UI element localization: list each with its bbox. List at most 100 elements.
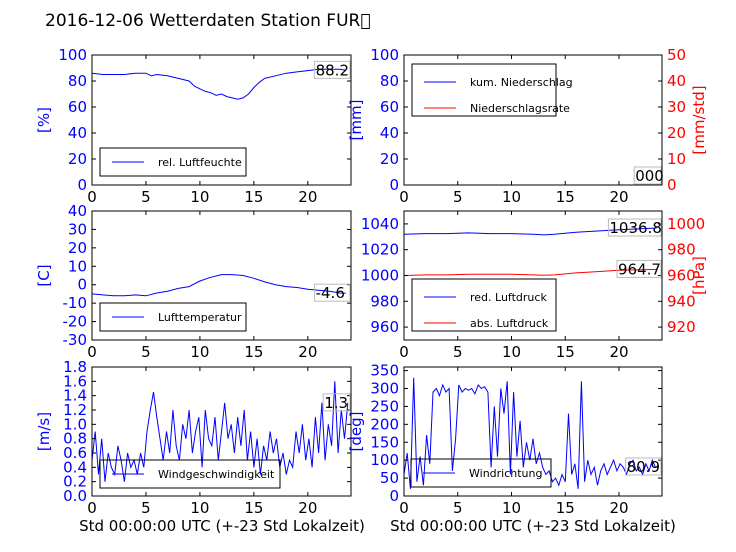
y-tick-label: 0 bbox=[77, 276, 87, 294]
y-tick-label: 0.2 bbox=[63, 473, 87, 491]
y-tick-label: 1.4 bbox=[63, 387, 87, 405]
x-tick-label: 5 bbox=[141, 343, 151, 361]
y-tick-label: 60 bbox=[380, 98, 399, 116]
series-line-winddir-0 bbox=[403, 377, 659, 489]
y2-tick-label: 20 bbox=[667, 124, 686, 142]
chart-panel-humidity: 0 5 10 15 20 0 20 40 60 80 100 [%] 88.2 rel. Luftfeuc… bbox=[35, 46, 352, 206]
y2-tick-label: 40 bbox=[667, 72, 686, 90]
last-value-label: 80.9 bbox=[627, 458, 660, 476]
legend-entry: Windgeschwindigkeit bbox=[158, 468, 275, 481]
chart-panel-rain: 0 5 10 15 20 0 20 40 60 80 100 [mm] 0 10 20 30 40 50 [mm/s… bbox=[347, 46, 708, 206]
legend-box bbox=[411, 63, 557, 117]
x-tick-label: 0 bbox=[87, 499, 97, 517]
x-tick-label: 15 bbox=[244, 499, 263, 517]
y-tick-label: 1.6 bbox=[63, 372, 87, 390]
y2-axis-label: [mm/std] bbox=[690, 85, 708, 154]
y-axis-label: [%] bbox=[35, 107, 53, 133]
y-tick-label: 1000 bbox=[361, 267, 399, 285]
x-tick-label: 15 bbox=[556, 188, 575, 206]
y-tick-label: 0.4 bbox=[63, 458, 87, 476]
x-tick-label: 10 bbox=[190, 343, 209, 361]
x-tick-label: 10 bbox=[190, 499, 209, 517]
x-tick-label: 20 bbox=[298, 343, 317, 361]
series-line-pressure-0 bbox=[403, 227, 657, 236]
x-tick-label: 20 bbox=[298, 188, 317, 206]
y-tick-label: 1.2 bbox=[63, 401, 87, 419]
last-value-label: 964.7 bbox=[618, 260, 661, 278]
series-line-pressure-1 bbox=[403, 268, 657, 276]
x-axis-label-right: Std 00:00:00 UTC (+-23 Std Lokalzeit) bbox=[390, 517, 676, 535]
x-tick-label: 0 bbox=[399, 343, 409, 361]
y-tick-label: 150 bbox=[370, 433, 399, 451]
last-value-box bbox=[314, 60, 351, 79]
y-tick-label: 960 bbox=[370, 318, 399, 336]
legend-entry: Windrichtung bbox=[469, 467, 542, 480]
x-tick-label: 0 bbox=[399, 188, 409, 206]
y-tick-label: 0 bbox=[389, 176, 399, 194]
y2-tick-label: 960 bbox=[667, 267, 696, 285]
y-tick-label: 100 bbox=[370, 451, 399, 469]
y-tick-label: 20 bbox=[68, 239, 87, 257]
y-tick-label: 20 bbox=[68, 150, 87, 168]
legend-box bbox=[99, 147, 247, 177]
y2-axis-label: [hPa] bbox=[690, 256, 708, 295]
legend-entry: abs. Luftdruck bbox=[470, 317, 549, 330]
x-tick-label: 15 bbox=[556, 499, 575, 517]
legend-entry: kum. Niederschlag bbox=[470, 76, 573, 89]
y2-tick-label: 980 bbox=[667, 241, 696, 259]
y-tick-label: 80 bbox=[380, 72, 399, 90]
series-line-windspeed-0 bbox=[91, 381, 349, 482]
last-value-label: 1.3 bbox=[324, 394, 348, 412]
x-tick-label: 5 bbox=[141, 499, 151, 517]
last-value-label: 1036.8 bbox=[609, 219, 662, 237]
y-tick-label: -20 bbox=[63, 313, 88, 331]
x-tick-label: 10 bbox=[502, 343, 521, 361]
x-tick-label: 15 bbox=[556, 343, 575, 361]
x-tick-label: 5 bbox=[453, 343, 463, 361]
y2-tick-label: 0 bbox=[667, 176, 677, 194]
legend-entry: rel. Luftfeuchte bbox=[158, 156, 242, 169]
x-tick-label: 5 bbox=[453, 188, 463, 206]
x-tick-label: 0 bbox=[399, 499, 409, 517]
x-tick-label: 10 bbox=[502, 188, 521, 206]
x-tick-label: 20 bbox=[609, 499, 628, 517]
x-tick-label: 5 bbox=[453, 499, 463, 517]
plot-frame bbox=[403, 54, 663, 186]
y2-tick-label: 10 bbox=[667, 150, 686, 168]
legend-box bbox=[411, 278, 557, 332]
last-value-box bbox=[616, 259, 662, 278]
y-axis-label: [deg] bbox=[347, 412, 365, 452]
y-tick-label: 100 bbox=[370, 46, 399, 64]
y-tick-label: 20 bbox=[380, 150, 399, 168]
legend-entry: Niederschlagsrate bbox=[470, 102, 570, 115]
x-tick-label: 0 bbox=[87, 188, 97, 206]
legend-box bbox=[410, 458, 552, 488]
y2-tick-label: 940 bbox=[667, 292, 696, 310]
y-tick-label: 80 bbox=[68, 72, 87, 90]
plot-frame bbox=[91, 54, 352, 186]
y-tick-label: 1040 bbox=[361, 215, 399, 233]
y-tick-label: 0.8 bbox=[63, 430, 87, 448]
x-tick-label: 20 bbox=[298, 499, 317, 517]
y-tick-label: -30 bbox=[63, 331, 88, 349]
x-tick-label: 20 bbox=[609, 343, 628, 361]
y-tick-label: 0.6 bbox=[63, 444, 87, 462]
chart-panel-winddir: 0 5 10 15 20050100150200250300350[deg]80.9Wi… bbox=[347, 362, 663, 517]
y-tick-label: 30 bbox=[68, 220, 87, 238]
y-tick-label: 0.0 bbox=[63, 487, 87, 505]
chart-panel-pressure: 0 5 10 15 20 960 980 1000 1020 1040 920 940 960 980 10… bbox=[361, 210, 708, 361]
y2-tick-label: 50 bbox=[667, 46, 686, 64]
last-value-box bbox=[625, 457, 662, 476]
legend-box bbox=[99, 302, 247, 332]
last-value-box bbox=[322, 393, 351, 412]
y-tick-label: 1020 bbox=[361, 241, 399, 259]
y-tick-label: 1.0 bbox=[63, 415, 87, 433]
y-tick-label: 40 bbox=[380, 124, 399, 142]
y2-tick-label: 30 bbox=[667, 98, 686, 116]
last-value-label: 000 bbox=[635, 167, 664, 185]
legend-entry: red. Luftdruck bbox=[470, 291, 547, 304]
y-tick-label: 60 bbox=[68, 98, 87, 116]
legend-entry: Lufttemperatur bbox=[158, 311, 242, 324]
x-tick-label: 20 bbox=[609, 188, 628, 206]
y2-tick-label: 920 bbox=[667, 318, 696, 336]
